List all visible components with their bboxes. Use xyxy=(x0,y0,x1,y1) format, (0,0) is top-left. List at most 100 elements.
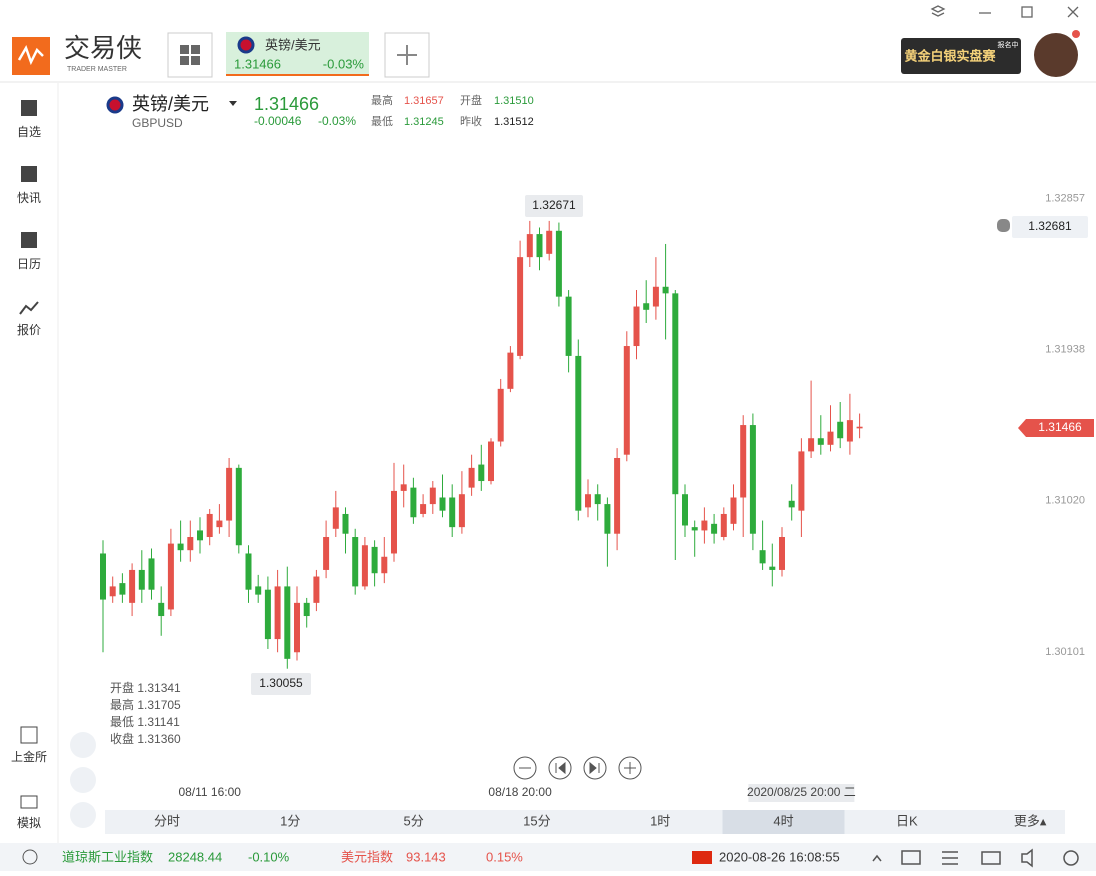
crosshair-label-box xyxy=(1012,216,1088,238)
candle-body xyxy=(536,234,543,258)
candle-body xyxy=(720,513,727,538)
notify-dot xyxy=(1072,30,1080,38)
candle-body xyxy=(303,602,310,617)
candle-body xyxy=(109,586,116,597)
dow-value: 28248.44 xyxy=(168,849,222,864)
open-label: 开盘 xyxy=(460,93,482,107)
candle-body xyxy=(216,520,223,528)
candle-body xyxy=(837,421,844,439)
candle-body xyxy=(458,494,465,528)
candle-body xyxy=(439,497,446,511)
timeframe-tab[interactable]: 日K xyxy=(896,813,918,828)
x-tick-label: 2020/08/25 20:00 二 xyxy=(747,785,856,799)
logo-mark xyxy=(17,45,44,66)
candle-body xyxy=(129,569,136,603)
high-label-box xyxy=(525,195,583,217)
candle-body xyxy=(672,293,679,495)
candle-body xyxy=(158,602,165,617)
y-tick-label: 1.31938 xyxy=(1045,344,1085,356)
datetime: 2020-08-26 16:08:55 xyxy=(719,849,840,864)
ohlc-info: 开盘 1.31341 xyxy=(110,680,181,695)
candle-body xyxy=(352,537,359,587)
indicator-button[interactable] xyxy=(70,802,96,828)
candle-body xyxy=(206,513,213,538)
candle-body xyxy=(226,467,233,521)
last-price-label: 1.31466 xyxy=(1038,420,1082,434)
low-label-box xyxy=(251,673,311,695)
status-bar xyxy=(0,843,1096,871)
candle-body xyxy=(652,286,659,307)
alert-icon[interactable] xyxy=(997,219,1010,232)
candle-body xyxy=(167,543,174,610)
sidebar-label[interactable]: 上金所 xyxy=(11,749,47,764)
crosshair-label: 1.32681 xyxy=(1028,219,1072,233)
sidebar-label[interactable]: 报价 xyxy=(17,322,41,337)
ad-text[interactable]: 黄金白银实盘赛 xyxy=(904,48,996,63)
chart-controls xyxy=(70,732,642,828)
candle-body xyxy=(187,537,194,551)
price: 1.31466 xyxy=(254,94,319,114)
sidebar-label[interactable]: 快讯 xyxy=(17,191,41,205)
support-icon[interactable] xyxy=(22,849,38,865)
grid-icon xyxy=(180,45,200,65)
open: 1.31510 xyxy=(494,95,534,107)
avatar[interactable] xyxy=(1034,33,1078,77)
candle-body xyxy=(488,441,494,482)
candle-body xyxy=(856,426,863,429)
candle-body xyxy=(264,589,271,640)
candle-body xyxy=(769,566,776,570)
candle-body xyxy=(846,420,853,442)
candle-body xyxy=(429,487,436,505)
candle-body xyxy=(284,586,291,659)
sidebar-label[interactable]: 日历 xyxy=(17,257,41,271)
sidebar-label[interactable]: 模拟 xyxy=(17,816,41,830)
tab-name[interactable]: 英镑/美元 xyxy=(265,37,321,52)
ad-badge: 报名中 xyxy=(998,40,1019,49)
candle-body xyxy=(565,296,572,356)
sidebar-label[interactable]: 自选 xyxy=(17,125,41,139)
selected-tab xyxy=(722,810,845,834)
last-price-pointer xyxy=(1018,419,1094,437)
tab-change[interactable]: -0.03% xyxy=(323,56,365,71)
grid-button[interactable] xyxy=(167,32,213,78)
candle-body xyxy=(361,545,368,587)
ad-banner[interactable] xyxy=(901,38,1021,74)
candle-body xyxy=(400,484,407,491)
prev-label: 昨收 xyxy=(460,114,482,128)
symbol-name[interactable]: 英镑/美元 xyxy=(132,94,209,114)
candle-body xyxy=(274,586,281,640)
candle-body xyxy=(245,553,252,590)
usd-name: 美元指数 xyxy=(341,849,393,864)
symbol-code: GBPUSD xyxy=(132,116,183,130)
timeframe-tab[interactable]: 1时 xyxy=(650,813,670,828)
ohlc-info: 最低 1.31141 xyxy=(110,715,180,729)
timeframe-tab[interactable]: 5分 xyxy=(403,813,423,828)
candle-body xyxy=(575,355,582,511)
candle-body xyxy=(662,286,669,294)
candle-body xyxy=(177,543,184,551)
tab-price[interactable]: 1.31466 xyxy=(234,56,281,71)
timeframe-tab[interactable]: 分时 xyxy=(154,813,180,828)
timeframe-tab[interactable]: 更多▴ xyxy=(1014,813,1047,828)
type-button[interactable] xyxy=(70,732,96,758)
candle-body xyxy=(381,556,388,574)
dropdown[interactable] xyxy=(229,101,237,106)
candle-body xyxy=(682,494,688,526)
candle-body xyxy=(827,431,834,445)
logo-icon xyxy=(12,37,50,75)
candle-body xyxy=(546,230,553,254)
candle-body xyxy=(148,558,155,590)
candle-body xyxy=(808,438,815,452)
candle-body xyxy=(749,425,756,534)
timeframe-tab[interactable]: 1分 xyxy=(280,813,300,828)
change: -0.00046 xyxy=(254,114,302,128)
candle-body xyxy=(555,230,562,297)
timeframe-tab[interactable]: 15分 xyxy=(523,813,550,828)
timeframe-tab[interactable]: 4时 xyxy=(773,813,793,828)
candle-body xyxy=(526,234,533,258)
draw-button[interactable] xyxy=(70,767,96,793)
candle-body xyxy=(235,467,242,546)
flag xyxy=(106,96,124,114)
y-tick-label: 1.32857 xyxy=(1045,192,1085,204)
